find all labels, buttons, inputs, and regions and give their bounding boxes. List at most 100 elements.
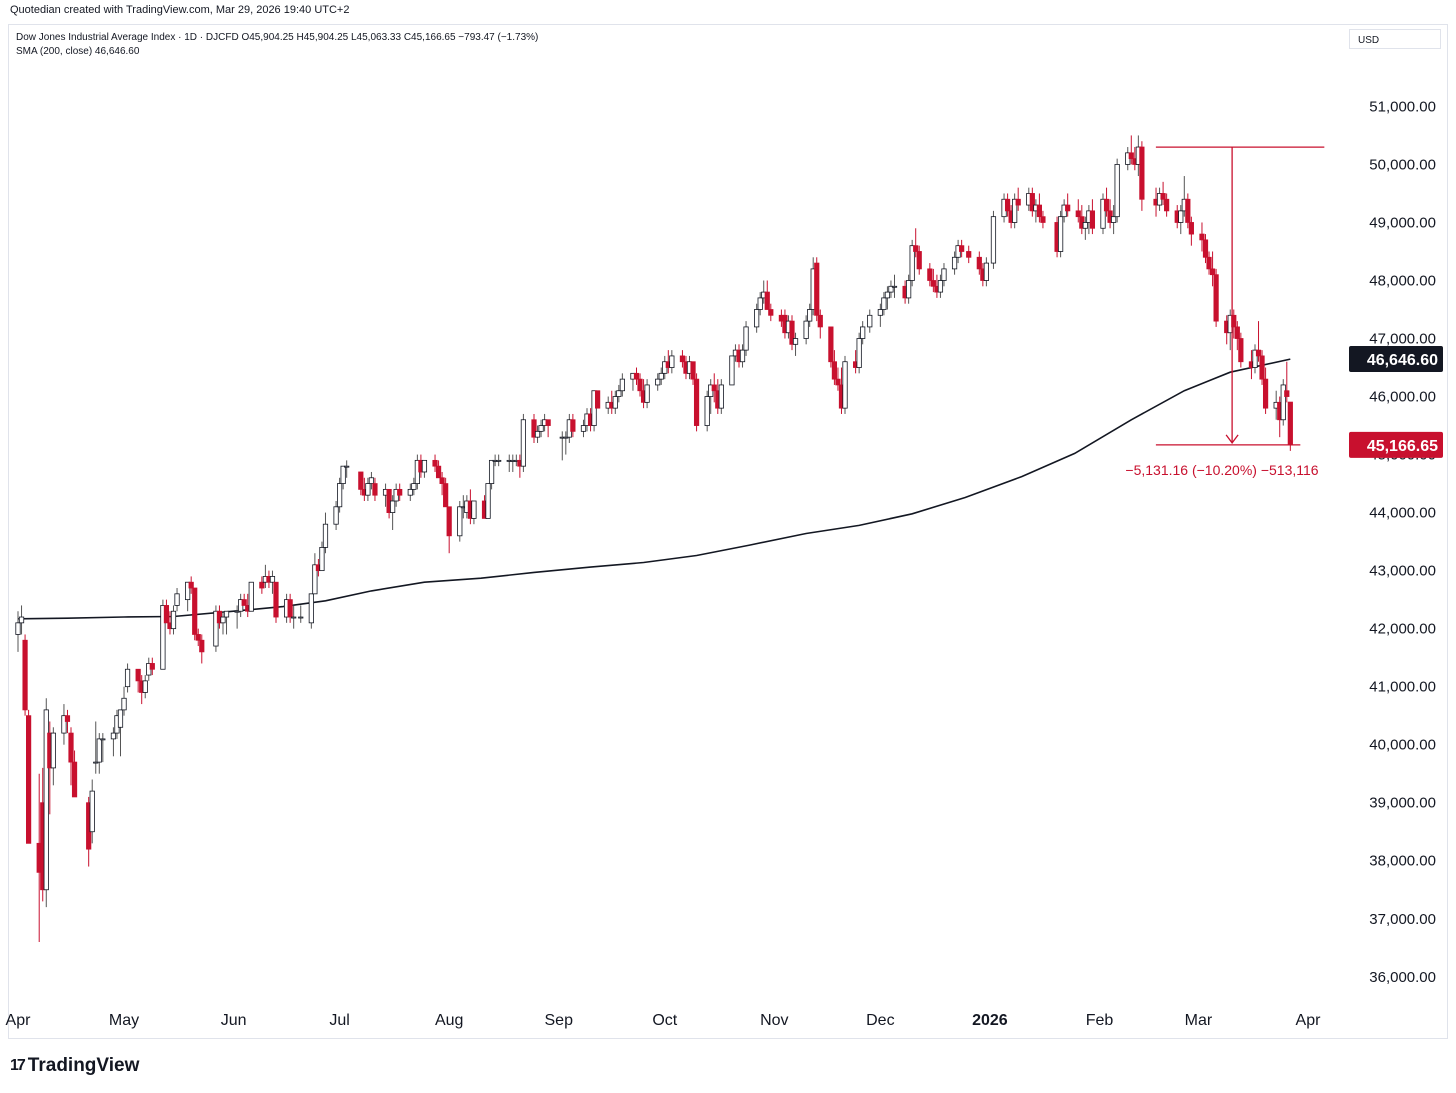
candle: [966, 245, 972, 264]
x-tick-label: Apr: [6, 1012, 32, 1029]
candle-body-up: [117, 709, 124, 728]
candle: [1209, 251, 1216, 287]
candle-body-down: [1139, 146, 1145, 200]
candle-body-up: [757, 297, 763, 310]
candle-body-up: [754, 309, 760, 328]
candle: [1100, 193, 1106, 235]
candle: [807, 303, 813, 327]
candle-body-up: [411, 483, 417, 490]
candle: [192, 587, 198, 641]
candle: [407, 483, 413, 501]
candle: [1164, 193, 1170, 217]
candle-body-down: [259, 581, 265, 589]
candle: [1213, 268, 1219, 327]
candle: [669, 350, 675, 374]
candle: [124, 663, 131, 693]
candle-body-up: [906, 280, 912, 299]
candle-body-down: [916, 251, 922, 270]
candle: [545, 419, 551, 438]
candle-body-down: [637, 378, 643, 392]
x-tick-label: Jul: [329, 1012, 349, 1029]
candle-body-down: [1075, 210, 1081, 218]
candle: [308, 593, 314, 629]
candle: [1178, 205, 1184, 235]
candle: [312, 553, 318, 595]
candle-body-down: [432, 459, 438, 467]
candle-body-down: [1089, 210, 1096, 229]
candle: [291, 605, 297, 629]
candle-body-up: [485, 483, 491, 519]
candle: [814, 257, 820, 322]
candle: [595, 390, 601, 409]
candle: [538, 419, 544, 438]
candle: [1036, 193, 1042, 223]
candle-body-down: [913, 245, 919, 252]
candle-body-up: [100, 738, 106, 741]
candle-body-down: [690, 361, 696, 380]
candle-body-down: [163, 605, 170, 624]
candle: [160, 599, 166, 670]
candle: [1012, 193, 1018, 229]
chart-frame: [8, 24, 1448, 1039]
candle: [739, 344, 746, 368]
candle: [906, 274, 912, 304]
candle-body-up: [881, 297, 887, 310]
candle: [1004, 193, 1011, 217]
brand-name: TradingView: [27, 1055, 140, 1076]
candle-body-down: [1262, 378, 1269, 409]
candle: [909, 239, 915, 287]
candle-body-down: [1164, 198, 1170, 212]
measure-label: −5,131.16 (−10.20%) −513,116: [1125, 462, 1318, 478]
candle-body-up: [142, 680, 148, 693]
candle-body-up: [990, 216, 997, 264]
candle-body-down: [817, 314, 823, 328]
candle-body-down: [435, 465, 442, 479]
candle-body-up: [983, 262, 989, 281]
candle: [496, 454, 502, 467]
candle: [1234, 321, 1240, 351]
candle-body-up: [185, 581, 191, 601]
y-tick-label: 41,000.00: [1369, 679, 1436, 696]
candle: [110, 727, 117, 757]
candle: [333, 500, 339, 530]
candle: [397, 483, 403, 501]
currency-selector[interactable]: USD: [1349, 29, 1441, 49]
candle-body-down: [439, 477, 445, 484]
candle: [100, 733, 106, 763]
candle-body-up: [160, 605, 166, 670]
candle-body-down: [1036, 204, 1042, 218]
candle: [1284, 361, 1290, 403]
candle-body-up: [1012, 198, 1018, 223]
candle: [831, 350, 838, 385]
candle: [1082, 216, 1088, 240]
candle-body-down: [1188, 222, 1194, 235]
candle: [757, 292, 763, 316]
candle-body-down: [768, 309, 774, 316]
x-tick-label: Mar: [1185, 1012, 1213, 1029]
candle-body-up: [669, 355, 675, 368]
candle-body-up: [884, 291, 891, 299]
candle: [22, 634, 28, 716]
candle: [559, 431, 565, 461]
candle-body-down: [1209, 268, 1216, 276]
candle: [612, 390, 618, 414]
candle-body-up: [124, 668, 131, 688]
candle-body-down: [446, 506, 452, 537]
candle-body-up: [520, 419, 526, 467]
candle: [18, 605, 25, 635]
candle: [241, 593, 247, 606]
candle-body-down: [149, 663, 155, 670]
candle-body-up: [407, 488, 413, 496]
candle-body-up: [496, 459, 502, 462]
candle: [860, 321, 866, 345]
candle: [439, 471, 445, 496]
candle-body-down: [1065, 204, 1071, 212]
candle-body-up: [312, 564, 318, 595]
candle-body-up: [319, 547, 325, 572]
candle: [711, 373, 717, 403]
candle: [644, 379, 650, 409]
candle: [1089, 199, 1096, 235]
candle: [163, 599, 170, 624]
candle: [764, 280, 770, 310]
